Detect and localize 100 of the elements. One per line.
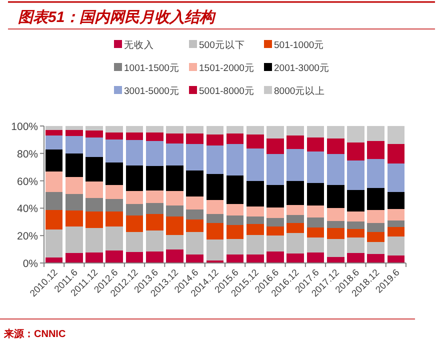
bar bbox=[387, 209, 405, 220]
bar bbox=[86, 181, 103, 198]
bar bbox=[266, 218, 284, 226]
legend-label: 5001-8000元 bbox=[199, 86, 254, 97]
bar bbox=[266, 208, 284, 218]
bar bbox=[86, 228, 103, 253]
bar bbox=[326, 184, 344, 208]
bar bbox=[206, 146, 224, 174]
y-tick-label: 0% bbox=[22, 258, 38, 270]
bar bbox=[146, 251, 164, 263]
bar bbox=[306, 126, 324, 138]
bar bbox=[246, 216, 264, 224]
bar bbox=[266, 251, 284, 263]
bar bbox=[45, 150, 63, 172]
bar bbox=[347, 126, 364, 142]
bar bbox=[306, 152, 324, 184]
bar bbox=[226, 144, 244, 176]
bar bbox=[206, 134, 224, 146]
bar bbox=[166, 133, 184, 144]
legend-label: 无收入 bbox=[124, 39, 154, 51]
bar bbox=[326, 154, 344, 185]
bar bbox=[226, 133, 244, 144]
bar bbox=[326, 126, 344, 138]
bar bbox=[206, 126, 224, 134]
bar bbox=[387, 144, 405, 164]
bar bbox=[186, 209, 204, 220]
bar bbox=[45, 136, 63, 150]
bar bbox=[166, 205, 184, 216]
bar bbox=[347, 228, 364, 238]
legend-label: 1001-1500元 bbox=[124, 63, 180, 74]
bar bbox=[186, 133, 204, 144]
bar bbox=[66, 136, 83, 154]
bar bbox=[106, 132, 124, 140]
bar bbox=[126, 232, 144, 252]
bar bbox=[347, 221, 364, 229]
bar bbox=[66, 194, 83, 211]
bar bbox=[186, 232, 204, 255]
bar bbox=[86, 252, 103, 263]
bar bbox=[266, 154, 284, 185]
bar bbox=[246, 254, 264, 263]
bar bbox=[106, 211, 124, 226]
bar bbox=[166, 166, 184, 191]
bar bbox=[246, 206, 264, 216]
bar bbox=[266, 235, 284, 252]
bar bbox=[306, 183, 324, 206]
bar bbox=[66, 130, 83, 136]
bar bbox=[246, 148, 264, 181]
bar bbox=[347, 237, 364, 253]
bar bbox=[367, 223, 384, 232]
bar bbox=[286, 204, 304, 215]
bar bbox=[226, 238, 244, 255]
bar bbox=[45, 172, 63, 192]
bar bbox=[146, 132, 164, 141]
bar bbox=[367, 188, 384, 210]
bar bbox=[387, 163, 405, 192]
bar bbox=[326, 208, 344, 221]
bar bbox=[146, 203, 164, 214]
bar bbox=[66, 177, 83, 194]
bar bbox=[166, 126, 184, 134]
legend-label: 501-1000元 bbox=[274, 40, 324, 51]
bar bbox=[306, 227, 324, 238]
bar bbox=[226, 224, 244, 239]
bar bbox=[326, 256, 344, 263]
bar bbox=[246, 180, 264, 206]
bar bbox=[286, 233, 304, 254]
bar bbox=[286, 214, 304, 224]
bar bbox=[146, 126, 164, 132]
bar bbox=[146, 166, 164, 191]
bar bbox=[326, 238, 344, 257]
bar bbox=[126, 166, 144, 191]
bar bbox=[66, 126, 83, 130]
bar bbox=[206, 214, 224, 224]
bar bbox=[86, 211, 103, 228]
bar bbox=[367, 126, 384, 141]
bar bbox=[166, 250, 184, 263]
bar bbox=[367, 158, 384, 188]
bar bbox=[347, 160, 364, 190]
legend-label: 8000元以上 bbox=[274, 85, 326, 97]
bar bbox=[387, 227, 405, 236]
bar bbox=[66, 253, 83, 263]
chart-title: 图表51：国内网民月收入结构 bbox=[18, 9, 217, 26]
bar bbox=[126, 252, 144, 263]
bar bbox=[186, 220, 204, 232]
bar bbox=[226, 254, 244, 263]
bar bbox=[246, 224, 264, 235]
bar bbox=[286, 254, 304, 263]
bar bbox=[387, 220, 405, 228]
bar bbox=[126, 126, 144, 133]
bar bbox=[106, 250, 124, 263]
bar bbox=[45, 230, 63, 258]
bar bbox=[146, 140, 164, 166]
bar bbox=[126, 132, 144, 140]
bar bbox=[86, 126, 103, 131]
bar bbox=[86, 157, 103, 182]
bar bbox=[206, 174, 224, 200]
bar bbox=[306, 217, 324, 228]
bar bbox=[166, 216, 184, 235]
bar bbox=[246, 234, 264, 255]
bar bbox=[186, 126, 204, 134]
bar bbox=[266, 226, 284, 236]
